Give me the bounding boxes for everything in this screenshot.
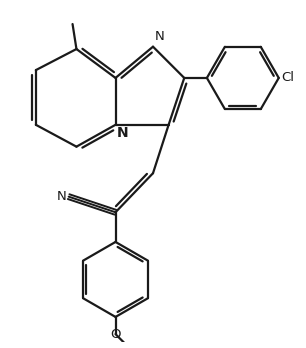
Text: N: N xyxy=(57,190,66,203)
Text: Cl: Cl xyxy=(281,71,294,85)
Text: N: N xyxy=(117,126,129,140)
Text: O: O xyxy=(110,327,121,341)
Text: N: N xyxy=(155,30,164,43)
